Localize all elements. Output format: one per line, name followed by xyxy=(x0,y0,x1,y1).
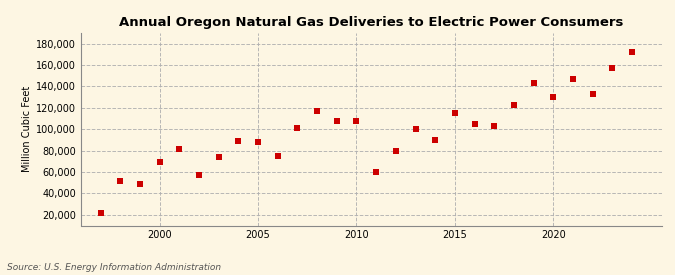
Point xyxy=(292,126,303,130)
Point xyxy=(134,182,145,186)
Text: Source: U.S. Energy Information Administration: Source: U.S. Energy Information Administ… xyxy=(7,263,221,272)
Point xyxy=(548,95,559,99)
Point xyxy=(95,210,106,215)
Point xyxy=(529,81,539,86)
Point xyxy=(174,146,185,151)
Y-axis label: Million Cubic Feet: Million Cubic Feet xyxy=(22,86,32,172)
Point xyxy=(508,103,519,107)
Point xyxy=(568,77,578,81)
Point xyxy=(351,119,362,123)
Point xyxy=(155,160,165,165)
Point xyxy=(430,138,441,142)
Title: Annual Oregon Natural Gas Deliveries to Electric Power Consumers: Annual Oregon Natural Gas Deliveries to … xyxy=(119,16,624,29)
Point xyxy=(469,122,480,126)
Point xyxy=(626,50,637,54)
Point xyxy=(194,173,205,177)
Point xyxy=(331,119,342,123)
Point xyxy=(489,124,500,128)
Point xyxy=(115,178,126,183)
Point xyxy=(587,92,598,96)
Point xyxy=(252,140,263,144)
Point xyxy=(371,170,381,174)
Point xyxy=(450,111,460,116)
Point xyxy=(607,66,618,70)
Point xyxy=(390,148,401,153)
Point xyxy=(233,139,244,143)
Point xyxy=(273,154,284,158)
Point xyxy=(312,109,323,113)
Point xyxy=(213,155,224,159)
Point xyxy=(410,127,421,131)
